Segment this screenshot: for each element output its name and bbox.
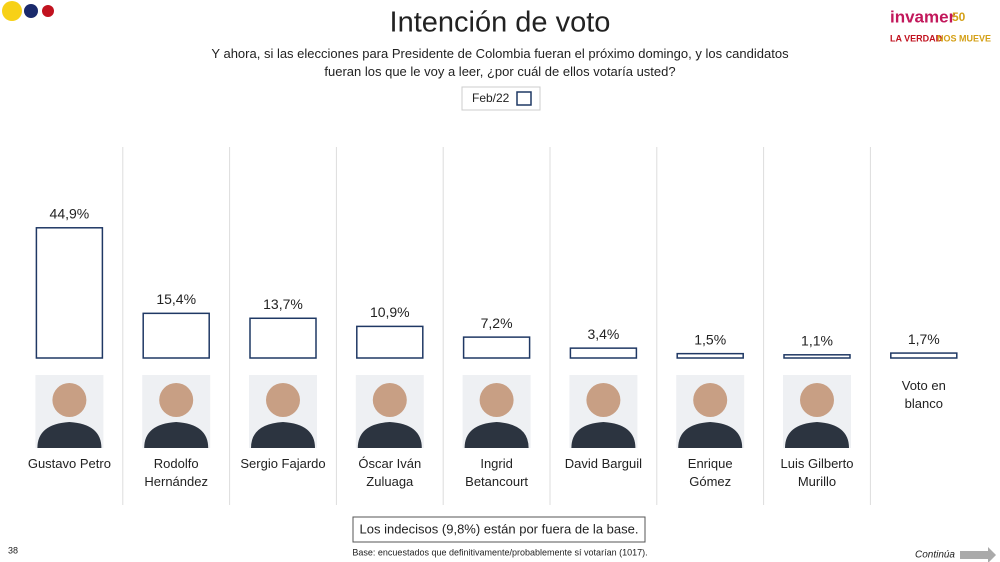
category-label: Voto en blanco [901,378,946,411]
candidate-head [479,383,514,417]
logo-tagline: NOS MUEVE [937,33,991,43]
note: Los indecisos (9,8%) están por fuera de … [360,521,639,536]
candidate-head [159,383,194,417]
bar [783,354,851,359]
dot [24,4,38,18]
subtitle: Y ahora, si las elecciones para Presiden… [211,46,789,79]
candidate-body [785,422,849,448]
legend-box [461,86,541,111]
category-label: Gustavo Petro [27,456,111,471]
candidate-body [464,422,529,448]
candidate-body [678,422,743,448]
candidate-head [52,383,87,417]
bar [356,325,424,359]
value-label: 13,7% [263,296,303,312]
category-label: Ingrid Betancourt [465,456,529,489]
value-label: 44,9% [50,205,90,221]
base-note: Base: encuestados que definitivamente/pr… [352,547,647,557]
candidate-head [266,383,300,417]
page-number: 38 [8,545,18,555]
candidate-body [571,422,636,448]
candidate-body [144,422,209,448]
value-label: 10,9% [370,304,410,320]
candidate-head [693,383,728,417]
continue-label: Continúa [915,550,955,561]
logo-anniversary: 50 [952,10,966,24]
dot [42,5,54,17]
continue-arrow [960,547,996,562]
candidate-body [357,422,422,448]
category-label: Rodolfo Hernández [144,456,208,489]
dot [2,1,22,21]
bar [35,227,104,359]
bar [142,312,210,359]
category-label: Luis Gilberto Murillo [780,456,854,489]
value-label: 15,4% [156,291,196,307]
note-box [352,516,646,543]
logo-name: invamer [890,7,956,26]
legend-label: Feb/22 [472,91,510,105]
candidate-body [37,422,102,448]
value-label: 1,5% [694,331,726,347]
category-label: Sergio Fajardo [240,456,326,471]
value-label: 3,4% [587,326,619,342]
candidate-head [372,383,407,417]
value-label: 7,2% [481,315,513,331]
candidate-head [800,383,834,417]
candidate-head [586,383,621,417]
legend-swatch [516,91,532,106]
value-label: 1,7% [908,331,940,347]
bar [462,336,531,359]
value-label: 1,1% [801,333,833,349]
category-label: Enrique Gómez [687,456,733,489]
category-label: Óscar Iván Zuluaga [358,456,422,489]
bar [249,317,317,359]
chart-title: Intención de voto [390,7,611,39]
logo-tagline: LA VERDAD [890,33,943,43]
candidate-body [251,422,315,448]
bar [890,352,958,359]
category-label: David Barguil [564,456,643,471]
bar [676,352,744,359]
bar [569,347,638,359]
